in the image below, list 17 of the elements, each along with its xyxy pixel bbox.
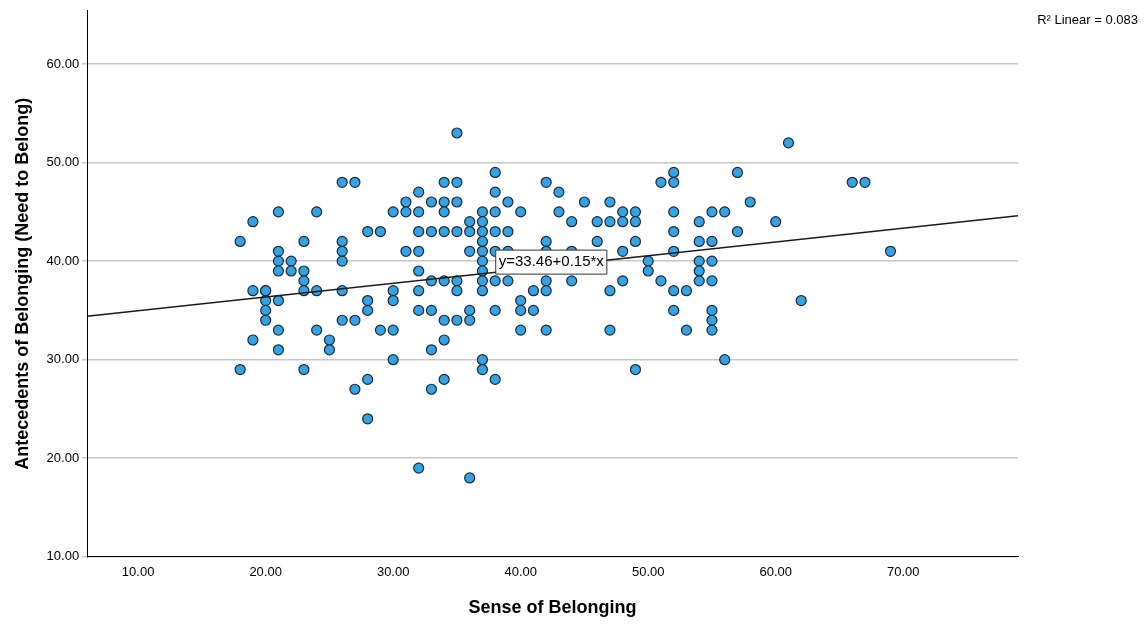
text: R² Linear = 0.083 <box>1037 11 1138 27</box>
y-tick-label: 60.00 <box>46 55 80 71</box>
x-axis-title: Sense of Belonging <box>468 597 637 618</box>
y-tick-label: 40.00 <box>46 252 80 268</box>
y-axis-title: Antecedents of Belonging (Need to Belong) <box>11 97 32 470</box>
x-tick-label: 50.00 <box>631 564 665 580</box>
y-tick-label: 30.00 <box>46 351 80 367</box>
y-tick-label: 10.00 <box>46 548 80 564</box>
x-tick-label: 10.00 <box>121 564 155 580</box>
annotation: y=33.46+0.15*x <box>498 252 605 270</box>
x-tick-label: 60.00 <box>759 564 792 580</box>
x-tick-label: 20.00 <box>249 564 282 580</box>
x-tick-label: 40.00 <box>504 564 537 580</box>
y-tick-label: 20.00 <box>46 449 80 465</box>
x-tick-label: 70.00 <box>886 564 920 580</box>
y-tick-label: 50.00 <box>46 154 80 170</box>
x-tick-label: 30.00 <box>376 564 410 580</box>
